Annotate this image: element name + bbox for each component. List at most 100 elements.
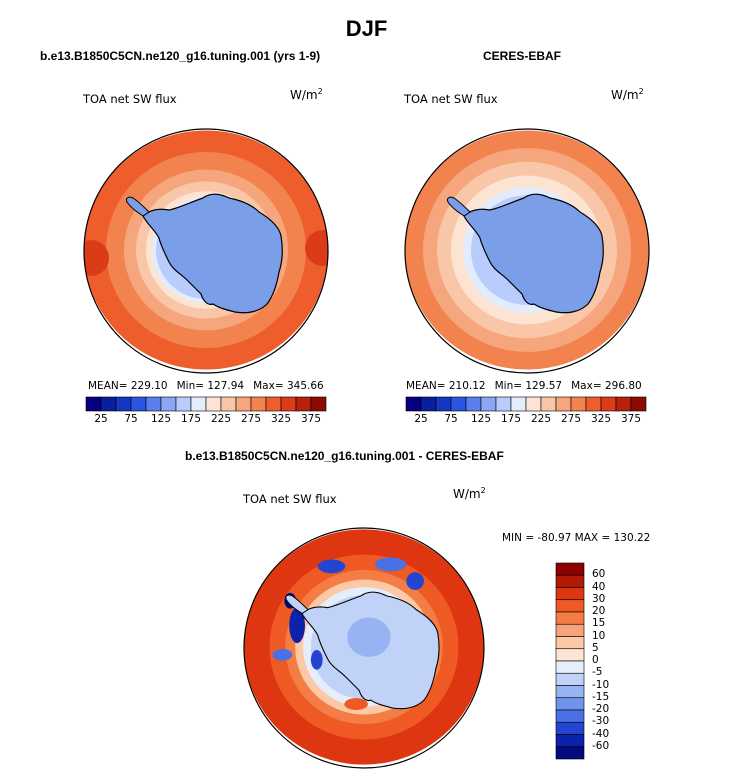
colorbar-swatch (465, 396, 482, 412)
colorbar-tick-label: 225 (530, 413, 552, 425)
colorbar-swatch (630, 396, 647, 412)
colorbar-swatch (555, 672, 585, 686)
colorbar-swatch (555, 562, 585, 576)
colorbar-tick-label: 225 (210, 413, 232, 425)
colorbar-tick-label: 175 (180, 413, 202, 425)
figure-title: DJF (345, 16, 388, 41)
diff-polar-map (243, 527, 485, 769)
colorbar-tick-label: 30 (592, 592, 606, 605)
colorbar-tick-label: -30 (592, 715, 610, 728)
obs-panel-title: CERES-EBAF (483, 49, 562, 63)
obs-colorbar (405, 396, 647, 412)
colorbar-swatch (555, 636, 585, 650)
colorbar-swatch (480, 396, 497, 412)
colorbar-swatch (555, 396, 572, 412)
colorbar-tick-label: 0 (592, 654, 599, 666)
diff-anomaly-5 (310, 649, 323, 670)
colorbar-tick-label: 10 (592, 629, 606, 642)
colorbar-tick-label: 75 (124, 413, 138, 425)
model-stats: MEAN= 229.10 Min= 127.94 Max= 345.66 (88, 380, 333, 392)
obs-variable-label: TOA net SW flux (404, 92, 498, 106)
obs-min: Min= 129.57 (494, 380, 563, 392)
colorbar-swatch (190, 396, 207, 412)
model-units: W/m2 (290, 87, 323, 102)
colorbar-tick-label: -15 (592, 690, 610, 703)
antarctic-peninsula (285, 594, 309, 615)
map-boundary (243, 527, 485, 769)
map-field (243, 529, 485, 765)
colorbar-swatch (555, 721, 585, 735)
colorbar-tick-label: -40 (592, 727, 610, 740)
colorbar-tick-label: 275 (240, 413, 262, 425)
colorbar-swatch (115, 396, 132, 412)
model-colorbar (85, 396, 327, 412)
colorbar-swatch (235, 396, 252, 412)
map-field (84, 130, 328, 370)
diff-interior-anomaly (347, 617, 391, 657)
model-variable-label: TOA net SW flux (83, 92, 177, 106)
diff-units: W/m2 (453, 486, 486, 501)
colorbar-swatch (555, 611, 585, 625)
obs-stats: MEAN= 210.12 Min= 129.57 Max= 296.80 (406, 380, 651, 392)
diff-anomaly-6 (272, 648, 293, 661)
colorbar-swatch (450, 396, 467, 412)
colorbar-tick-label: 125 (150, 413, 172, 425)
colorbar-swatch (540, 396, 557, 412)
colorbar-tick-label: 40 (592, 580, 606, 593)
colorbar-swatch (175, 396, 192, 412)
model-polar-map (83, 128, 329, 374)
obs-mean: MEAN= 210.12 (406, 380, 486, 392)
diff-anomaly-1 (374, 557, 407, 572)
colorbar-tick-label: 15 (592, 617, 606, 630)
colorbar-tick-label: 325 (270, 413, 292, 425)
colorbar-swatch (310, 396, 327, 412)
colorbar-tick-label: -20 (592, 703, 610, 715)
diff-colorbar (555, 562, 585, 760)
colorbar-swatch (250, 396, 267, 412)
colorbar-tick-label: -5 (592, 666, 603, 679)
colorbar-tick-label: -10 (592, 678, 610, 691)
map-boundary (404, 128, 650, 374)
colorbar-swatch (555, 623, 585, 637)
map-field (405, 130, 649, 370)
colorbar-swatch (295, 396, 312, 412)
colorbar-swatch (100, 396, 117, 412)
diff-anomaly-3 (289, 607, 305, 644)
colorbar-swatch (585, 396, 602, 412)
colorbar-tick-label: 325 (590, 413, 612, 425)
colorbar-swatch (85, 396, 102, 412)
colorbar-swatch (220, 396, 237, 412)
colorbar-swatch (495, 396, 512, 412)
colorbar-swatch (555, 648, 585, 662)
antarctic-peninsula (126, 196, 150, 217)
colorbar-tick-label: 375 (300, 413, 322, 425)
colorbar-swatch (160, 396, 177, 412)
diff-anomaly-7 (344, 698, 368, 710)
colorbar-tick-label: 75 (444, 413, 458, 425)
colorbar-tick-label: 375 (620, 413, 642, 425)
diff-panel-title: b.e13.B1850C5CN.ne120_g16.tuning.001 - C… (185, 449, 504, 463)
colorbar-swatch (420, 396, 437, 412)
diff-minmax: MIN = -80.97 MAX = 130.22 (502, 532, 651, 544)
colorbar-tick-label: 275 (560, 413, 582, 425)
colorbar-swatch (555, 587, 585, 601)
colorbar-swatch (600, 396, 617, 412)
colorbar-tick-label: 125 (470, 413, 492, 425)
colorbar-swatch (615, 396, 632, 412)
colorbar-swatch (405, 396, 422, 412)
colorbar-swatch (555, 734, 585, 748)
colorbar-tick-label: -60 (592, 739, 610, 752)
model-min: Min= 127.94 (176, 380, 245, 392)
colorbar-swatch (555, 697, 585, 711)
colorbar-swatch (555, 685, 585, 699)
colorbar-swatch (570, 396, 587, 412)
map-boundary (83, 128, 329, 374)
colorbar-swatch (265, 396, 282, 412)
diff-anomaly-2 (406, 572, 425, 590)
colorbar-tick-label: 20 (592, 605, 606, 617)
colorbar-swatch (510, 396, 527, 412)
antarctic-peninsula (447, 196, 471, 217)
colorbar-tick-label: 25 (94, 413, 108, 425)
colorbar-tick-label: 60 (592, 568, 606, 581)
colorbar-swatch (555, 574, 585, 588)
